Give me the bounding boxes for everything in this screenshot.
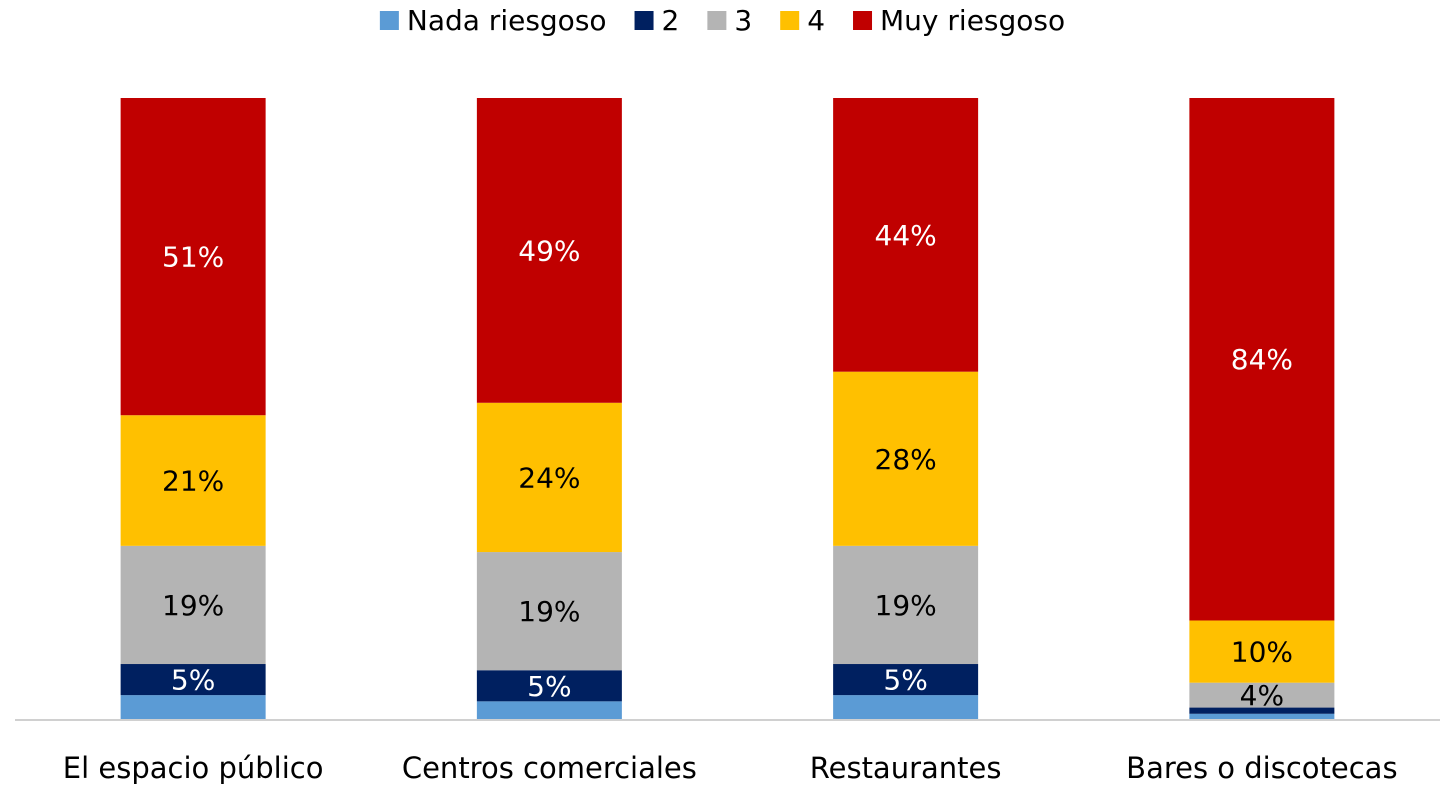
data-label: 19%	[875, 589, 937, 622]
data-label: 84%	[1231, 343, 1293, 376]
data-label: 4%	[1240, 679, 1284, 712]
data-label: 51%	[162, 241, 224, 274]
data-label: 24%	[518, 461, 580, 494]
bar-segment	[120, 415, 266, 546]
bar-segment	[120, 695, 266, 720]
bar-segment	[120, 545, 266, 665]
x-tick-label: Restaurantes	[810, 751, 1002, 785]
bar-segment	[476, 98, 622, 403]
x-tick-label: El espacio público	[63, 751, 324, 785]
legend-swatch	[780, 11, 800, 30]
data-label: 5%	[171, 664, 215, 697]
data-label: 5%	[883, 664, 927, 697]
bar-segment	[833, 98, 979, 372]
legend-item: 2	[634, 4, 680, 37]
legend-label: 3	[734, 4, 752, 37]
bar-segment	[1189, 620, 1335, 683]
legend-swatch	[379, 11, 399, 30]
bar-segment	[833, 695, 979, 720]
legend-label: 4	[807, 4, 825, 37]
data-label: 44%	[875, 219, 937, 252]
legend-swatch	[707, 11, 727, 30]
data-label: 28%	[875, 443, 937, 476]
legend-item: 3	[707, 4, 752, 37]
legend: Nada riesgoso 2 3 4 Muy riesgoso	[379, 4, 1065, 37]
bar-segment	[1189, 713, 1335, 720]
x-tick-label: Bares o discotecas	[1126, 751, 1397, 785]
data-label: 19%	[518, 595, 580, 628]
legend-label: 2	[662, 4, 680, 37]
bar-segment	[833, 664, 979, 696]
bar-segment	[120, 98, 266, 416]
bar-segment	[476, 552, 622, 671]
x-tick-label: Centros comerciales	[402, 751, 697, 785]
bar-segment	[476, 670, 622, 702]
data-label: 10%	[1231, 636, 1293, 669]
data-label: 49%	[518, 234, 580, 267]
data-label: 21%	[162, 465, 224, 498]
legend-swatch	[634, 11, 654, 30]
legend-item: Muy riesgoso	[853, 4, 1065, 37]
bar-segment	[833, 545, 979, 665]
bar-segment	[1189, 98, 1335, 621]
data-label: 5%	[527, 670, 571, 703]
bar-segment	[476, 701, 622, 720]
bar-segment	[476, 402, 622, 553]
legend-item: Nada riesgoso	[379, 4, 607, 37]
legend-swatch	[853, 11, 873, 30]
bar-segment	[120, 664, 266, 696]
bar-segment	[1189, 682, 1335, 708]
legend-item: 4	[780, 4, 825, 37]
data-label: 19%	[162, 589, 224, 622]
legend-label: Nada riesgoso	[407, 4, 607, 37]
legend-label: Muy riesgoso	[880, 4, 1065, 37]
bar-segment	[1189, 707, 1335, 714]
bar-segment	[833, 371, 979, 546]
